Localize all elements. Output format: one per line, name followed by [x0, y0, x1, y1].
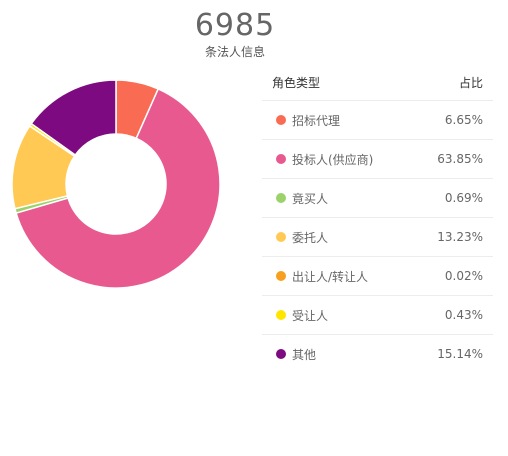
- legend-label: 出让人/转让人: [292, 269, 369, 284]
- legend-rows: 招标代理 6.65% 投标人(供应商) 63.85% 竟买人 0.69% 委托人 13.23%…: [262, 101, 493, 373]
- legend-item[interactable]: 招标代理 6.65%: [262, 101, 493, 140]
- legend-percentage: 13.23%: [437, 230, 483, 244]
- legend-header: 角色类型 占比: [262, 64, 493, 101]
- legend-percentage: 15.14%: [437, 347, 483, 361]
- role-type-header: 角色类型: [272, 75, 321, 90]
- legend-percentage: 63.85%: [437, 152, 483, 166]
- legend-dot-icon: [276, 115, 286, 125]
- legend-item[interactable]: 出让人/转让人 0.02%: [262, 257, 493, 296]
- legend-label: 委托人: [292, 230, 329, 245]
- legend-item[interactable]: 竟买人 0.69%: [262, 179, 493, 218]
- legend-percentage: 0.69%: [444, 191, 483, 205]
- pie-slice-6[interactable]: [30, 79, 117, 157]
- share-header: 占比: [458, 75, 483, 90]
- legend-dot-icon: [276, 349, 286, 359]
- pie-slice-1[interactable]: [15, 87, 221, 289]
- legend-label: 竟买人: [292, 191, 329, 206]
- legend-percentage: 0.43%: [444, 308, 483, 322]
- legend-dot-icon: [276, 310, 286, 320]
- legend-item[interactable]: 投标人(供应商) 63.85%: [262, 140, 493, 179]
- legend-dot-icon: [276, 271, 286, 281]
- legend-item[interactable]: 其他 15.14%: [262, 335, 493, 373]
- total-subtitle: 条法人信息: [204, 45, 265, 59]
- legend-table: 角色类型 占比 招标代理 6.65% 投标人(供应商) 63.85% 竟买人 0.69% 委…: [262, 64, 493, 373]
- legend-dot-icon: [276, 232, 286, 242]
- legend-percentage: 6.65%: [444, 113, 483, 127]
- legend-dot-icon: [276, 193, 286, 203]
- donut-chart: [11, 79, 221, 289]
- legend-label: 招标代理: [292, 113, 341, 128]
- legend-label: 投标人(供应商): [292, 152, 374, 167]
- legend-item[interactable]: 受让人 0.43%: [262, 296, 493, 335]
- legend-label: 受让人: [292, 308, 329, 323]
- legend-item[interactable]: 委托人 13.23%: [262, 218, 493, 257]
- total-count: 6985: [194, 8, 276, 43]
- legend-label: 其他: [292, 347, 317, 362]
- legend-dot-icon: [276, 154, 286, 164]
- legend-percentage: 0.02%: [444, 269, 483, 283]
